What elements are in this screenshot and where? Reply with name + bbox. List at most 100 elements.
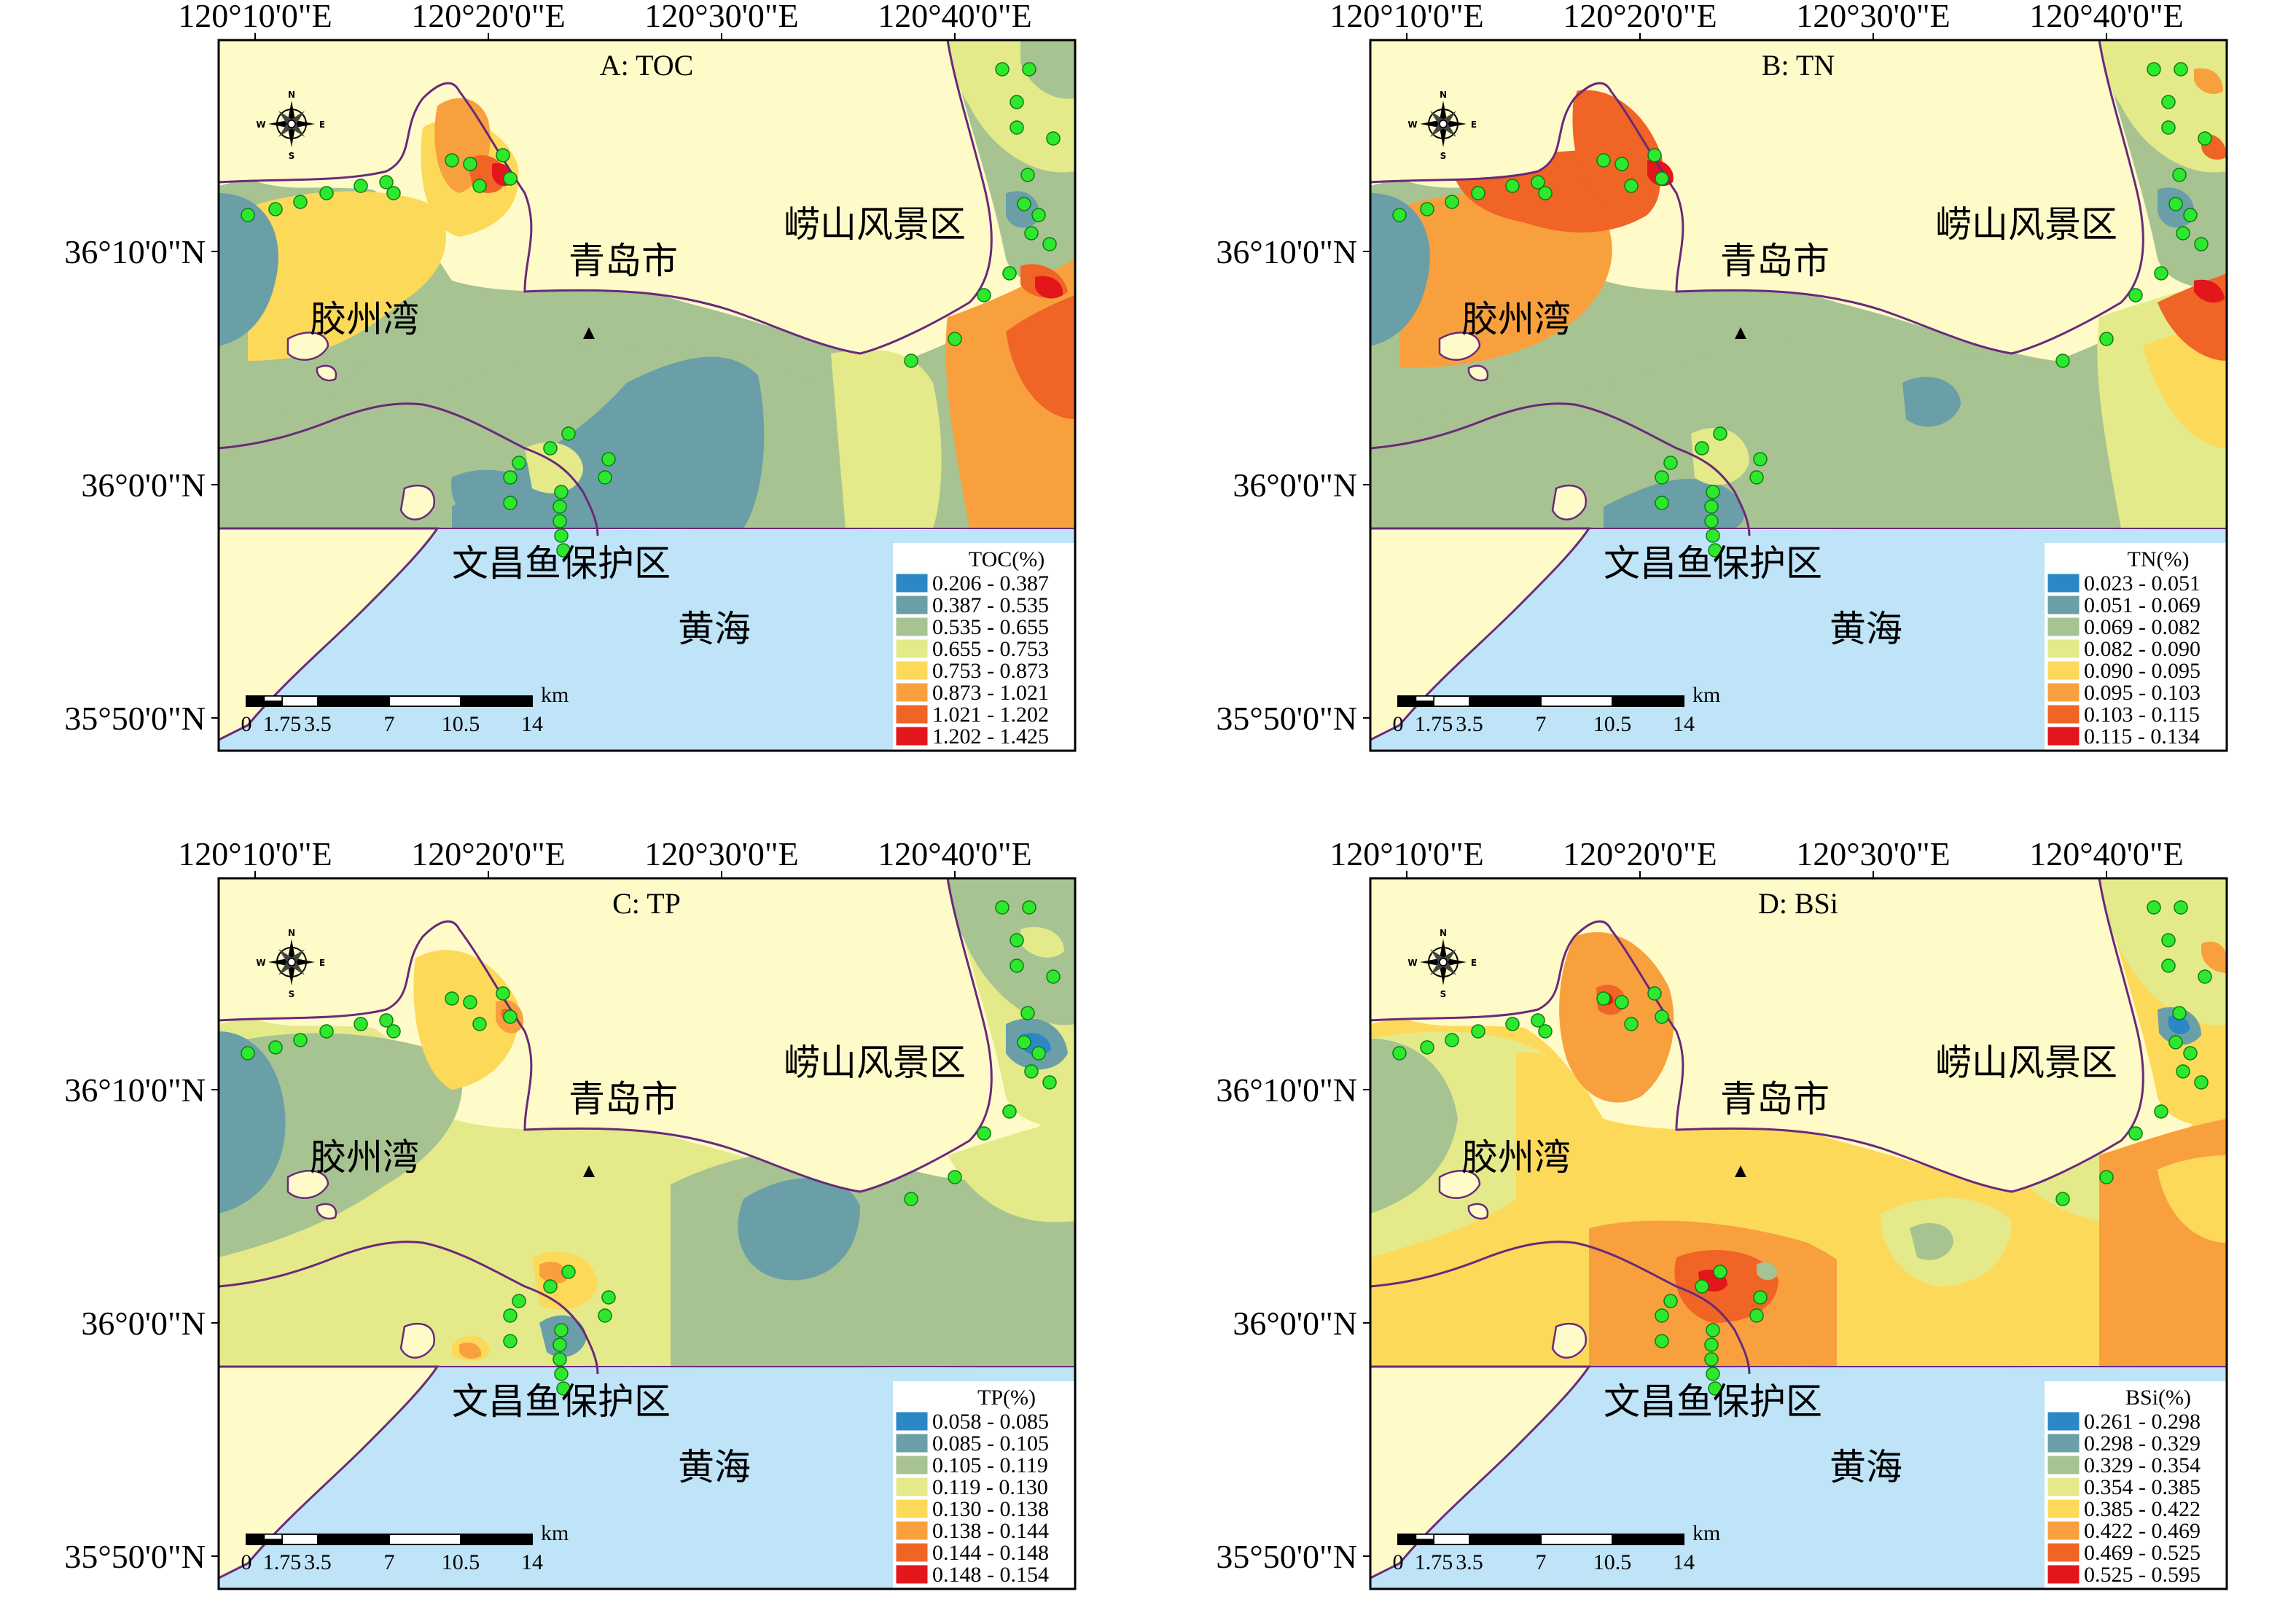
- sample-point: [2161, 958, 2176, 973]
- city-land: [512, 878, 992, 1192]
- legend-swatch: [2047, 1433, 2080, 1453]
- south-peninsula: [219, 528, 437, 740]
- sample-point: [1010, 120, 1024, 135]
- city-land: [512, 40, 992, 354]
- legend-swatch: [895, 1477, 929, 1497]
- scale-segment: [1612, 695, 1684, 707]
- sample-point: [319, 186, 334, 200]
- contour-zone: [413, 950, 519, 1090]
- legend-title: TP(%): [977, 1386, 1036, 1410]
- island: [1467, 364, 1489, 382]
- scale-tick-label: 1.75: [263, 1550, 302, 1574]
- sample-point: [472, 179, 487, 193]
- legend-swatch: [2047, 1455, 2080, 1475]
- sample-point: [601, 1290, 616, 1305]
- scale-tick-label: 1.75: [1415, 712, 1453, 736]
- scale-segment: [1540, 1534, 1613, 1545]
- legend-label: 0.385 - 0.422: [2084, 1497, 2201, 1521]
- sample-point: [1749, 470, 1764, 485]
- sample-point: [1471, 1024, 1485, 1039]
- legend-swatch: [895, 1542, 929, 1563]
- sample-point: [2154, 266, 2168, 281]
- panel-title: D: BSi: [1758, 887, 1838, 920]
- south-peninsula-coast: [219, 1365, 440, 1579]
- sample-point: [1046, 131, 1061, 146]
- scale-tick-label: 7: [1536, 1550, 1547, 1574]
- sample-point: [1392, 1046, 1407, 1061]
- legend-label: 0.422 - 0.469: [2084, 1519, 2201, 1543]
- sample-point: [445, 153, 459, 168]
- contour-zone: [2168, 1015, 2190, 1034]
- y-tick-label: 35°50'0"N: [64, 1538, 206, 1575]
- sample-point: [1753, 452, 1768, 466]
- compass-center: [1439, 120, 1448, 128]
- sample-point: [293, 195, 308, 209]
- sample-point: [554, 1367, 569, 1381]
- scale-tick-label: 1.75: [263, 712, 302, 736]
- island: [1551, 484, 1588, 520]
- scale-bar: km 0 1.75 3.5 7 10.5 14: [241, 1521, 569, 1574]
- contour-zone: [1910, 1222, 1953, 1260]
- compass-center: [287, 958, 296, 966]
- legend-swatch: [2047, 595, 2080, 615]
- sample-point: [319, 1024, 334, 1039]
- sample-point: [1647, 148, 1662, 163]
- legend-label: 0.115 - 0.134: [2084, 724, 2200, 749]
- sample-point: [1002, 1104, 1017, 1119]
- sample-point: [2128, 288, 2143, 302]
- sample-point: [552, 499, 567, 514]
- legend-swatch: [2047, 1477, 2080, 1497]
- sample-point: [1002, 266, 1017, 281]
- sample-point: [1042, 1075, 1057, 1090]
- scale-tick-label: 3.5: [1456, 712, 1483, 736]
- y-tick-label: 36°0'0"N: [1233, 466, 1357, 504]
- scale-bar: km 0 1.75 3.5 7 10.5 14: [241, 683, 569, 736]
- sample-point: [503, 1334, 518, 1348]
- sample-point: [2099, 1170, 2114, 1184]
- sample-point: [552, 1337, 567, 1352]
- x-tick-label: 120°30'0"E: [1796, 0, 1951, 34]
- sample-point: [601, 452, 616, 466]
- island: [399, 484, 436, 520]
- scale-segment: [1433, 1534, 1470, 1545]
- scale-tick-label: 10.5: [1593, 712, 1632, 736]
- sample-point: [1505, 1017, 1520, 1031]
- legend-swatch: [2047, 1564, 2080, 1585]
- sample-point: [2055, 1192, 2070, 1206]
- contour-zone: [948, 1119, 1075, 1222]
- island: [399, 1322, 436, 1359]
- legend-swatch: [895, 726, 929, 746]
- coastline: [1370, 40, 2144, 355]
- place-reserve: 文昌鱼保护区: [1604, 1380, 1822, 1423]
- scale-tick-label: 7: [1536, 712, 1547, 736]
- sample-point: [1706, 528, 1720, 543]
- scale-tick-label: 10.5: [442, 1550, 480, 1574]
- sample-point: [1749, 1308, 1764, 1323]
- legend-swatch: [895, 1499, 929, 1519]
- place-sea: 黄海: [678, 608, 751, 650]
- south-peninsula: [1370, 528, 1589, 740]
- sample-point: [445, 991, 459, 1006]
- sample-point: [1531, 1013, 1545, 1028]
- y-tick-label: 36°10'0"N: [1216, 233, 1357, 270]
- scale-tick-label: 1.75: [1415, 1550, 1453, 1574]
- sample-point: [1538, 186, 1553, 200]
- island: [1551, 1322, 1588, 1359]
- scale-tick-label: 0: [241, 712, 252, 736]
- sample-point: [995, 900, 1010, 915]
- scale-tick-label: 14: [521, 712, 543, 736]
- compass-e: E: [319, 120, 325, 130]
- sample-point: [354, 1017, 368, 1031]
- compass-w: W: [1407, 958, 1417, 968]
- legend-label: 0.655 - 0.753: [932, 637, 1049, 661]
- place-city: 青岛市: [569, 240, 678, 282]
- legend-label: 0.082 - 0.090: [2084, 637, 2201, 661]
- scale-unit: km: [541, 1521, 569, 1545]
- south-peninsula: [1370, 1367, 1589, 1578]
- sample-point: [1624, 179, 1639, 193]
- sample-point: [2161, 933, 2176, 948]
- sample-point: [2147, 62, 2161, 77]
